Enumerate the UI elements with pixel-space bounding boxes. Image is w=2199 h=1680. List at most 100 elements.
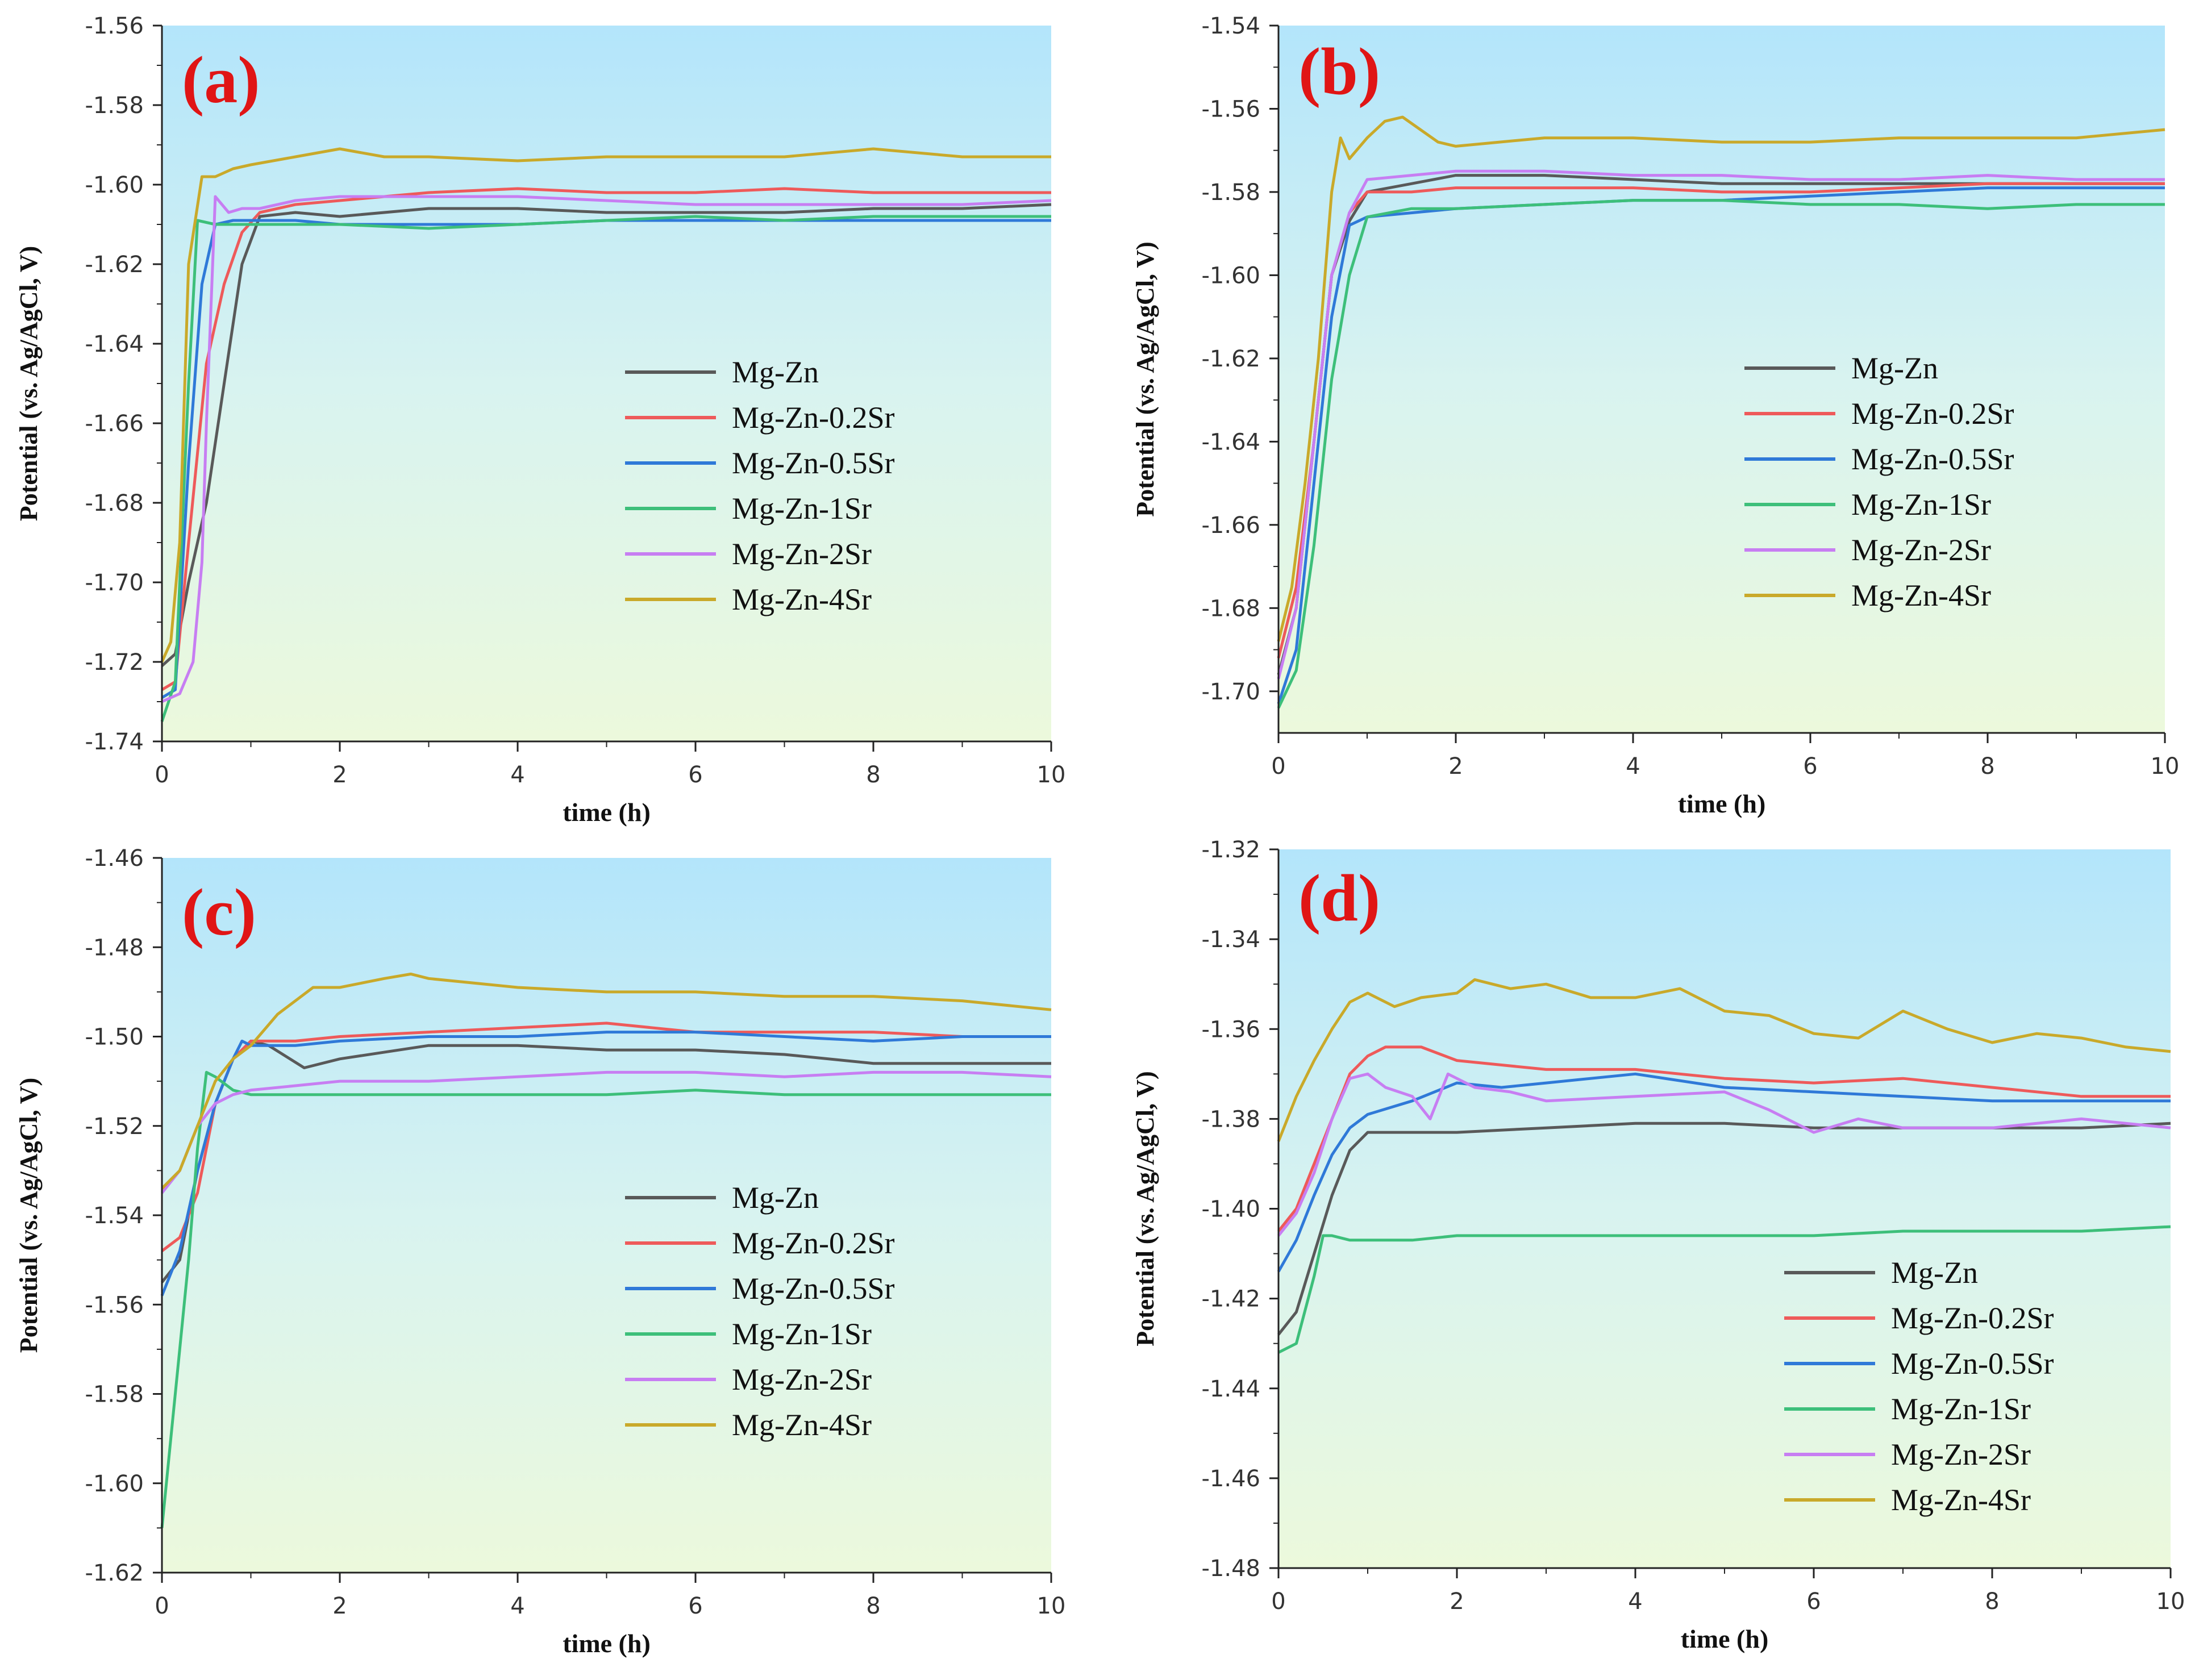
legend-label: Mg-Zn-2Sr bbox=[1851, 533, 1991, 567]
y-axis-title: Potential (vs. Ag/AgCl, V) bbox=[15, 246, 43, 521]
chart-panel-3: -1.48 -1.46 -1.44 -1.42 -1.40 -1.38 -1.36 -1.34… bbox=[1131, 837, 2185, 1653]
series-line-mg-zn-2sr bbox=[161, 1070, 1052, 1194]
x-tick-label: 6 bbox=[1803, 753, 1817, 779]
series-line-mg-zn bbox=[161, 203, 1052, 667]
x-axis-title: time (h) bbox=[563, 798, 651, 827]
y-tick-label: -1.62 bbox=[85, 252, 144, 278]
x-tick-label: 0 bbox=[1271, 753, 1285, 779]
y-tick-label: -1.62 bbox=[85, 1560, 144, 1586]
series-line-mg-zn-1sr bbox=[160, 215, 1051, 722]
y-axis-title: Potential (vs. Ag/AgCl, V) bbox=[1131, 241, 1159, 516]
panel-label: (c) bbox=[182, 875, 256, 949]
y-axis-title: Potential (vs. Ag/AgCl, V) bbox=[1131, 1071, 1159, 1346]
series-line-mg-zn-1sr bbox=[1277, 199, 2165, 709]
y-tick-label: -1.60 bbox=[85, 1471, 144, 1497]
series-line-mg-zn-0-5sr bbox=[160, 1031, 1051, 1297]
legend: Mg-Zn Mg-Zn-0.2Sr Mg-Zn-0.5Sr Mg-Zn-1Sr Mg-Z… bbox=[625, 1181, 894, 1442]
y-tick-label: -1.48 bbox=[1202, 1556, 1261, 1582]
y-tick-label: -1.64 bbox=[1202, 429, 1261, 455]
legend-label: Mg-Zn-2Sr bbox=[732, 537, 872, 571]
legend-label: Mg-Zn-0.2Sr bbox=[1851, 397, 2014, 431]
legend: Mg-Zn Mg-Zn-0.2Sr Mg-Zn-0.5Sr Mg-Zn-1Sr Mg-Z… bbox=[1784, 1256, 2054, 1517]
x-tick-label: 8 bbox=[1985, 1589, 1999, 1615]
panel-label: (d) bbox=[1298, 861, 1380, 935]
y-tick-label: -1.60 bbox=[1202, 262, 1261, 289]
y-tick-label: -1.70 bbox=[85, 570, 144, 596]
y-tick-label: -1.56 bbox=[1202, 96, 1261, 122]
chart-panel-1: -1.70 -1.68 -1.66 -1.64 -1.62 -1.60 -1.58 -1.56… bbox=[1131, 13, 2179, 818]
plot-background bbox=[1278, 849, 2171, 1568]
y-tick-label: -1.74 bbox=[85, 729, 144, 755]
y-tick-label: -1.62 bbox=[1202, 346, 1261, 372]
y-tick-label: -1.44 bbox=[1202, 1376, 1261, 1402]
y-tick-label: -1.58 bbox=[85, 93, 144, 119]
series-line-mg-zn-4sr bbox=[160, 147, 1051, 663]
x-tick-label: 6 bbox=[688, 1593, 702, 1619]
y-axis-title: Potential (vs. Ag/AgCl, V) bbox=[15, 1078, 43, 1353]
series-line-mg-zn-1sr bbox=[1277, 1225, 2171, 1354]
x-tick-label: 4 bbox=[510, 1593, 524, 1619]
y-tick-label: -1.36 bbox=[1202, 1016, 1261, 1043]
x-axis-title: time (h) bbox=[563, 1629, 651, 1658]
legend-label: Mg-Zn-4Sr bbox=[1891, 1483, 2031, 1517]
legend-label: Mg-Zn-4Sr bbox=[732, 1408, 872, 1442]
legend-label: Mg-Zn-1Sr bbox=[732, 1317, 872, 1351]
legend: Mg-Zn Mg-Zn-0.2Sr Mg-Zn-0.5Sr Mg-Zn-1Sr Mg-Z… bbox=[625, 355, 894, 616]
legend-label: Mg-Zn-1Sr bbox=[1851, 487, 1991, 522]
x-tick-label: 0 bbox=[1271, 1589, 1285, 1615]
plot-background bbox=[162, 26, 1051, 741]
legend-label: Mg-Zn bbox=[1851, 351, 1938, 385]
x-tick-label: 4 bbox=[1626, 753, 1640, 779]
x-tick-label: 2 bbox=[332, 762, 347, 788]
x-tick-label: 2 bbox=[332, 1593, 347, 1619]
y-tick-label: -1.52 bbox=[85, 1114, 144, 1140]
series-line-mg-zn-4sr bbox=[1277, 978, 2171, 1142]
panel-label: (b) bbox=[1298, 34, 1380, 109]
y-tick-label: -1.46 bbox=[85, 845, 144, 872]
y-tick-label: -1.32 bbox=[1202, 837, 1261, 863]
y-tick-label: -1.54 bbox=[85, 1203, 144, 1229]
legend-label: Mg-Zn bbox=[732, 355, 819, 389]
y-tick-label: -1.56 bbox=[85, 13, 144, 39]
x-tick-label: 10 bbox=[2151, 753, 2180, 779]
x-tick-label: 8 bbox=[1980, 753, 1994, 779]
y-tick-label: -1.66 bbox=[85, 411, 144, 437]
legend-label: Mg-Zn-0.5Sr bbox=[1891, 1346, 2054, 1381]
legend-label: Mg-Zn-0.2Sr bbox=[732, 401, 894, 435]
y-tick-label: -1.34 bbox=[1202, 927, 1261, 953]
panel-label: (a) bbox=[182, 43, 260, 117]
legend-label: Mg-Zn-0.5Sr bbox=[732, 446, 894, 480]
x-tick-label: 10 bbox=[1037, 762, 1066, 788]
legend-label: Mg-Zn-0.2Sr bbox=[732, 1226, 894, 1260]
series-line-mg-zn-4sr bbox=[1277, 115, 2165, 642]
x-tick-label: 6 bbox=[688, 762, 702, 788]
y-tick-label: -1.64 bbox=[85, 331, 144, 357]
x-axis-title: time (h) bbox=[1681, 1624, 1769, 1653]
legend-label: Mg-Zn bbox=[732, 1181, 819, 1215]
chart-panel-2: -1.62 -1.60 -1.58 -1.56 -1.54 -1.52 -1.50 -1.48… bbox=[15, 845, 1065, 1658]
x-tick-label: 10 bbox=[1037, 1593, 1066, 1619]
y-tick-label: -1.58 bbox=[1202, 180, 1261, 206]
series-line-mg-zn-2sr bbox=[161, 195, 1052, 703]
x-tick-label: 8 bbox=[866, 1593, 880, 1619]
x-tick-label: 2 bbox=[1450, 1589, 1464, 1615]
legend-label: Mg-Zn-0.2Sr bbox=[1891, 1301, 2054, 1335]
y-tick-label: -1.72 bbox=[85, 649, 144, 676]
legend-label: Mg-Zn-1Sr bbox=[732, 491, 872, 526]
x-tick-label: 0 bbox=[155, 1593, 169, 1619]
x-tick-label: 4 bbox=[510, 762, 524, 788]
y-tick-label: -1.42 bbox=[1202, 1286, 1261, 1312]
x-tick-label: 6 bbox=[1806, 1589, 1821, 1615]
legend-label: Mg-Zn-2Sr bbox=[732, 1362, 872, 1396]
y-tick-label: -1.48 bbox=[85, 935, 144, 961]
series-line-mg-zn-0-5sr bbox=[1277, 1072, 2171, 1273]
legend-label: Mg-Zn-0.5Sr bbox=[732, 1272, 894, 1306]
legend-label: Mg-Zn bbox=[1891, 1256, 1978, 1290]
series-line-mg-zn-0-2sr bbox=[161, 187, 1051, 691]
y-tick-label: -1.40 bbox=[1202, 1197, 1261, 1223]
series-line-mg-zn-4sr bbox=[161, 972, 1052, 1190]
plot-background bbox=[1278, 26, 2165, 733]
y-tick-label: -1.58 bbox=[85, 1382, 144, 1408]
y-tick-label: -1.56 bbox=[85, 1292, 144, 1318]
